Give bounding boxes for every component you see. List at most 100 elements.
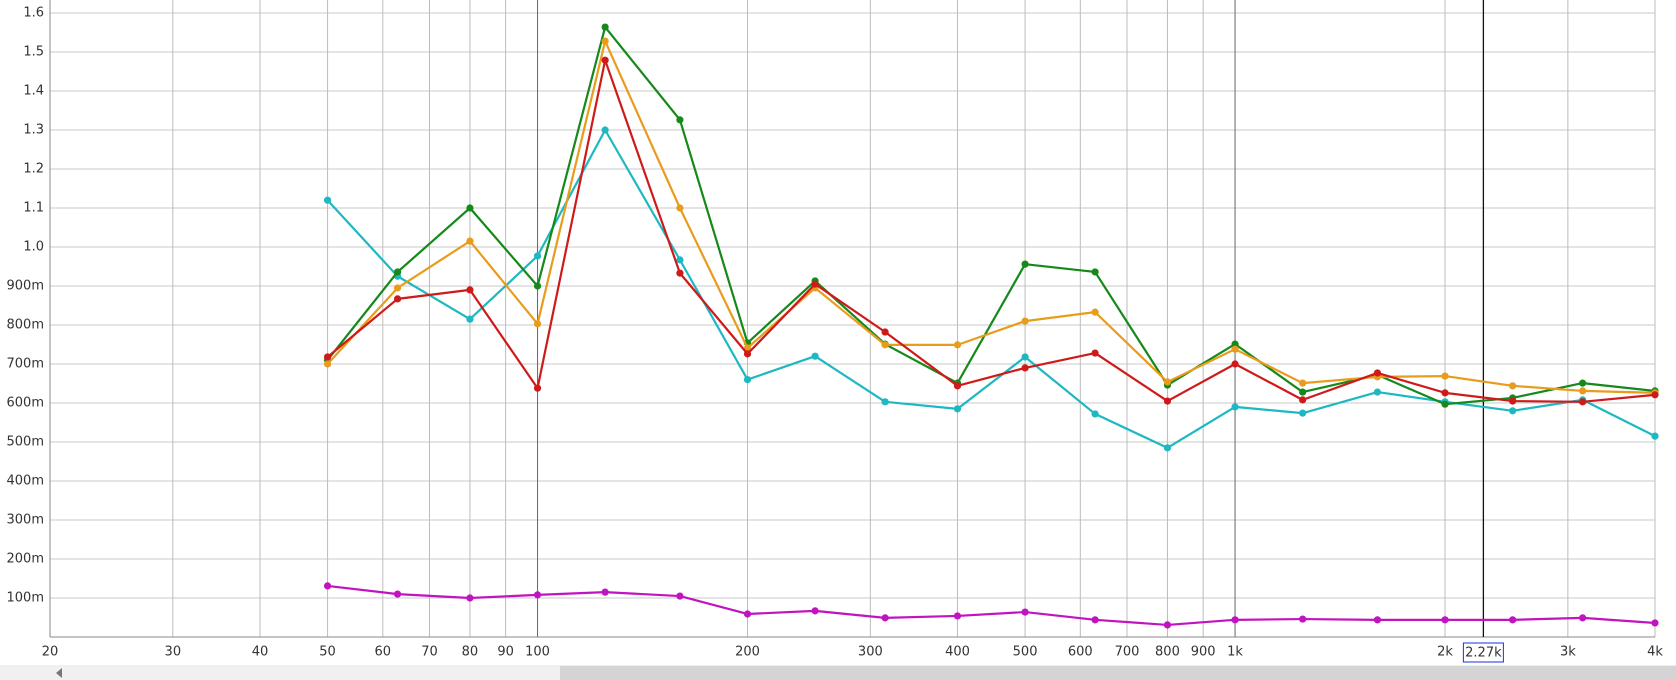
data-point bbox=[393, 295, 402, 303]
data-point bbox=[1441, 372, 1449, 380]
cursor-label-box bbox=[1462, 642, 1504, 663]
series-line bbox=[326, 59, 1656, 403]
data-point bbox=[533, 384, 542, 392]
data-point bbox=[1231, 345, 1239, 353]
data-point bbox=[323, 582, 332, 590]
data-point bbox=[466, 594, 474, 602]
x-tick-label: 900 bbox=[1191, 645, 1216, 660]
data-point bbox=[466, 204, 474, 212]
data-point bbox=[393, 284, 402, 292]
data-point bbox=[953, 405, 962, 413]
data-point bbox=[601, 126, 609, 134]
data-point bbox=[881, 328, 889, 336]
data-point bbox=[533, 320, 542, 328]
data-point bbox=[1509, 397, 1517, 405]
data-point bbox=[1299, 379, 1307, 387]
y-tick-label: 500m bbox=[7, 435, 44, 450]
data-point bbox=[1021, 353, 1029, 361]
data-point bbox=[743, 344, 752, 352]
y-tick-label: 1.2 bbox=[23, 162, 44, 177]
data-point bbox=[676, 592, 684, 600]
x-tick-label: 300 bbox=[858, 645, 883, 660]
data-point bbox=[1021, 608, 1029, 616]
data-point bbox=[811, 280, 819, 288]
data-point bbox=[323, 353, 332, 361]
x-tick-label: 3k bbox=[1560, 645, 1576, 660]
data-point bbox=[533, 591, 542, 599]
data-point bbox=[466, 237, 474, 245]
data-point bbox=[393, 268, 402, 276]
data-point bbox=[1091, 349, 1099, 357]
x-tick-label: 50 bbox=[319, 645, 336, 660]
data-point bbox=[601, 56, 609, 64]
data-point bbox=[1373, 616, 1382, 624]
x-tick-label: 1k bbox=[1227, 645, 1243, 660]
x-tick-label: 90 bbox=[497, 645, 514, 660]
x-tick-label: 500 bbox=[1013, 645, 1038, 660]
data-point bbox=[811, 607, 819, 615]
x-tick-label: 600 bbox=[1068, 645, 1093, 660]
x-tick-label: 100 bbox=[525, 645, 550, 660]
data-point bbox=[811, 352, 819, 360]
data-point bbox=[881, 341, 889, 349]
y-tick-label: 200m bbox=[7, 552, 44, 567]
data-point bbox=[1651, 432, 1659, 440]
x-tick-label: 700 bbox=[1115, 645, 1140, 660]
data-point bbox=[1021, 317, 1029, 325]
data-point bbox=[881, 398, 889, 406]
data-point bbox=[743, 376, 752, 384]
data-point bbox=[676, 116, 684, 124]
data-point bbox=[533, 282, 542, 290]
data-point bbox=[601, 588, 609, 596]
y-tick-label: 1.1 bbox=[23, 201, 44, 216]
data-point bbox=[953, 341, 962, 349]
data-point bbox=[1579, 387, 1587, 395]
data-point bbox=[1231, 360, 1239, 368]
series-line bbox=[326, 25, 1656, 406]
x-tick-label: 20 bbox=[42, 645, 59, 660]
data-point bbox=[676, 269, 684, 277]
data-point bbox=[323, 360, 332, 368]
data-point bbox=[1579, 379, 1587, 387]
y-tick-label: 1.4 bbox=[23, 84, 44, 99]
data-point bbox=[1163, 397, 1172, 405]
data-point bbox=[323, 196, 332, 204]
data-point bbox=[1441, 400, 1449, 408]
data-point bbox=[1509, 407, 1517, 415]
data-point bbox=[743, 350, 752, 358]
data-point bbox=[1373, 388, 1382, 396]
x-tick-label: 70 bbox=[421, 645, 438, 660]
scroll-left-arrow[interactable] bbox=[56, 668, 62, 678]
data-point bbox=[1441, 616, 1449, 624]
data-point bbox=[1579, 614, 1587, 622]
data-point bbox=[1579, 398, 1587, 406]
data-point bbox=[601, 37, 609, 45]
data-point bbox=[1091, 410, 1099, 418]
data-point bbox=[953, 612, 962, 620]
data-point bbox=[1021, 364, 1029, 372]
data-point bbox=[1021, 260, 1029, 268]
series-line bbox=[327, 584, 1656, 627]
data-point bbox=[881, 614, 889, 622]
data-point bbox=[1091, 268, 1099, 276]
x-tick-label: 40 bbox=[252, 645, 269, 660]
y-tick-label: 100m bbox=[7, 591, 44, 606]
data-point bbox=[1509, 382, 1517, 390]
data-point bbox=[1163, 444, 1172, 452]
x-tick-label: 30 bbox=[165, 645, 182, 660]
series-line bbox=[326, 39, 1656, 394]
data-point bbox=[466, 286, 474, 294]
data-point bbox=[1299, 396, 1307, 404]
data-point bbox=[1651, 391, 1659, 399]
y-tick-label: 700m bbox=[7, 357, 44, 372]
data-point bbox=[676, 256, 684, 264]
scrollbar-thumb[interactable] bbox=[560, 666, 1676, 680]
x-tick-label: 800 bbox=[1155, 645, 1180, 660]
data-point bbox=[1231, 340, 1239, 348]
data-point bbox=[676, 204, 684, 212]
x-tick-label: 400 bbox=[945, 645, 970, 660]
data-point bbox=[1231, 403, 1239, 411]
x-tick-label: 2k bbox=[1437, 645, 1453, 660]
data-point bbox=[1373, 369, 1382, 377]
